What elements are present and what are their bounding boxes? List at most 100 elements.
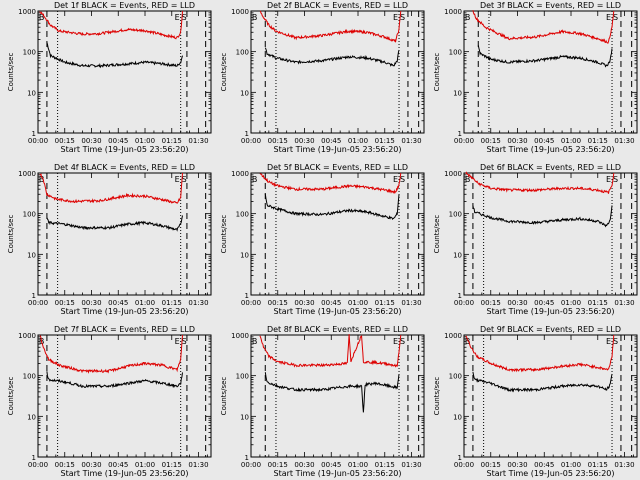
series-line-lld: [259, 172, 402, 195]
end-marker-label: E: [175, 13, 180, 22]
series-line-events: [472, 371, 613, 393]
end-s-marker-label: S: [613, 337, 618, 346]
start-marker-label: B: [465, 13, 471, 22]
x-tick-label: 01:00: [348, 461, 368, 469]
x-tick-label: 01:30: [188, 137, 208, 145]
end-marker-label: E: [393, 175, 398, 184]
y-tick-label: 10: [27, 251, 36, 259]
y-axis-label: Counts/sec: [7, 53, 15, 92]
y-tick-label: 100: [23, 373, 36, 381]
y-axis-label: Counts/sec: [220, 215, 228, 254]
series-line-lld: [465, 334, 615, 373]
y-axis-label: Counts/sec: [433, 377, 441, 416]
y-tick-label: 1: [458, 292, 462, 300]
x-tick-label: 01:15: [375, 137, 395, 145]
x-tick-label: 00:15: [55, 461, 75, 469]
y-tick-label: 10: [453, 251, 462, 259]
chart-title: Det 4f BLACK = Events, RED = LLD: [54, 163, 195, 172]
x-tick-label: 01:00: [135, 137, 155, 145]
y-tick-label: 1: [458, 454, 462, 462]
x-axis-label: Start Time (19-Jun-05 23:56:20): [487, 145, 615, 154]
x-axis-label: Start Time (19-Jun-05 23:56:20): [487, 307, 615, 316]
x-axis-label: Start Time (19-Jun-05 23:56:20): [487, 469, 615, 478]
x-tick-label: 00:30: [81, 137, 101, 145]
start-marker-label: B: [39, 13, 45, 22]
end-s-marker-label: S: [182, 175, 187, 184]
y-tick-label: 1000: [231, 170, 249, 178]
chart-title: Det 6f BLACK = Events, RED = LLD: [480, 163, 621, 172]
x-tick-label: 00:45: [108, 137, 128, 145]
x-tick-label: 00:45: [321, 299, 341, 307]
y-tick-label: 1: [32, 292, 36, 300]
end-marker-label: E: [393, 337, 398, 346]
series-line-events: [472, 205, 613, 228]
y-tick-label: 1000: [444, 332, 462, 340]
y-tick-label: 1000: [231, 8, 249, 16]
y-tick-label: 1000: [18, 170, 36, 178]
end-s-marker-label: S: [400, 175, 405, 184]
chart-panel-5: Det 5f BLACK = Events, RED = LLD 1 10 100 10…: [220, 163, 425, 316]
x-tick-label: 01:15: [588, 137, 608, 145]
chart-title: Det 8f BLACK = Events, RED = LLD: [267, 325, 408, 334]
x-tick-label: 01:00: [348, 137, 368, 145]
x-tick-label: 01:30: [188, 461, 208, 469]
plot-frame: [250, 334, 425, 458]
series-line-events: [46, 42, 183, 69]
series-line-events: [477, 45, 613, 68]
x-tick-label: 00:45: [321, 137, 341, 145]
y-axis-label: Counts/sec: [220, 377, 228, 416]
x-axis-label: Start Time (19-Jun-05 23:56:20): [61, 307, 189, 316]
series-line-lld: [259, 10, 402, 43]
x-tick-label: 00:45: [108, 461, 128, 469]
end-s-marker-label: S: [613, 13, 618, 22]
y-tick-label: 100: [23, 211, 36, 219]
y-tick-label: 1000: [18, 8, 36, 16]
x-tick-label: 01:00: [135, 299, 155, 307]
x-tick-label: 00:30: [507, 461, 527, 469]
x-tick-label: 01:15: [588, 299, 608, 307]
series-line-events: [264, 372, 400, 413]
x-tick-label: 00:00: [28, 137, 48, 145]
end-s-marker-label: S: [400, 337, 405, 346]
chart-panel-7: Det 7f BLACK = Events, RED = LLD 1 10 100 10…: [7, 325, 212, 478]
y-tick-label: 1: [245, 454, 249, 462]
x-tick-label: 01:30: [401, 137, 421, 145]
x-tick-label: 00:15: [55, 137, 75, 145]
x-tick-label: 00:00: [241, 299, 261, 307]
y-axis-label: Counts/sec: [220, 53, 228, 92]
x-tick-label: 00:30: [507, 299, 527, 307]
x-tick-label: 00:15: [481, 461, 501, 469]
series-line-lld: [259, 334, 402, 368]
y-tick-label: 10: [27, 89, 36, 97]
x-tick-label: 00:15: [55, 299, 75, 307]
plot-frame: [37, 10, 212, 134]
start-marker-label: B: [465, 175, 471, 184]
y-tick-label: 10: [240, 251, 249, 259]
x-tick-label: 00:00: [454, 461, 474, 469]
y-tick-label: 100: [449, 211, 462, 219]
x-tick-label: 00:15: [481, 137, 501, 145]
x-tick-label: 00:30: [81, 299, 101, 307]
chart-panel-8: Det 8f BLACK = Events, RED = LLD 1 10 100 10…: [220, 325, 425, 478]
x-tick-label: 01:00: [561, 299, 581, 307]
chart-title: Det 9f BLACK = Events, RED = LLD: [480, 325, 621, 334]
y-tick-label: 100: [236, 373, 249, 381]
y-tick-label: 10: [240, 413, 249, 421]
chart-title: Det 1f BLACK = Events, RED = LLD: [54, 1, 195, 10]
y-tick-label: 10: [453, 413, 462, 421]
series-line-events: [264, 193, 400, 220]
y-tick-label: 1000: [444, 170, 462, 178]
x-tick-label: 00:00: [241, 461, 261, 469]
plot-frame: [463, 334, 638, 458]
y-axis-label: Counts/sec: [7, 377, 15, 416]
x-tick-label: 01:15: [162, 461, 182, 469]
x-tick-label: 01:00: [561, 137, 581, 145]
series-line-events: [264, 47, 400, 67]
x-tick-label: 01:30: [614, 299, 634, 307]
chart-panel-9: Det 9f BLACK = Events, RED = LLD 1 10 100 10…: [433, 325, 638, 478]
x-tick-label: 00:45: [534, 299, 554, 307]
end-s-marker-label: S: [182, 337, 187, 346]
x-tick-label: 00:45: [534, 137, 554, 145]
chart-panel-2: Det 2f BLACK = Events, RED = LLD 1 10 100 10…: [220, 1, 425, 154]
plot-frame: [463, 172, 638, 296]
